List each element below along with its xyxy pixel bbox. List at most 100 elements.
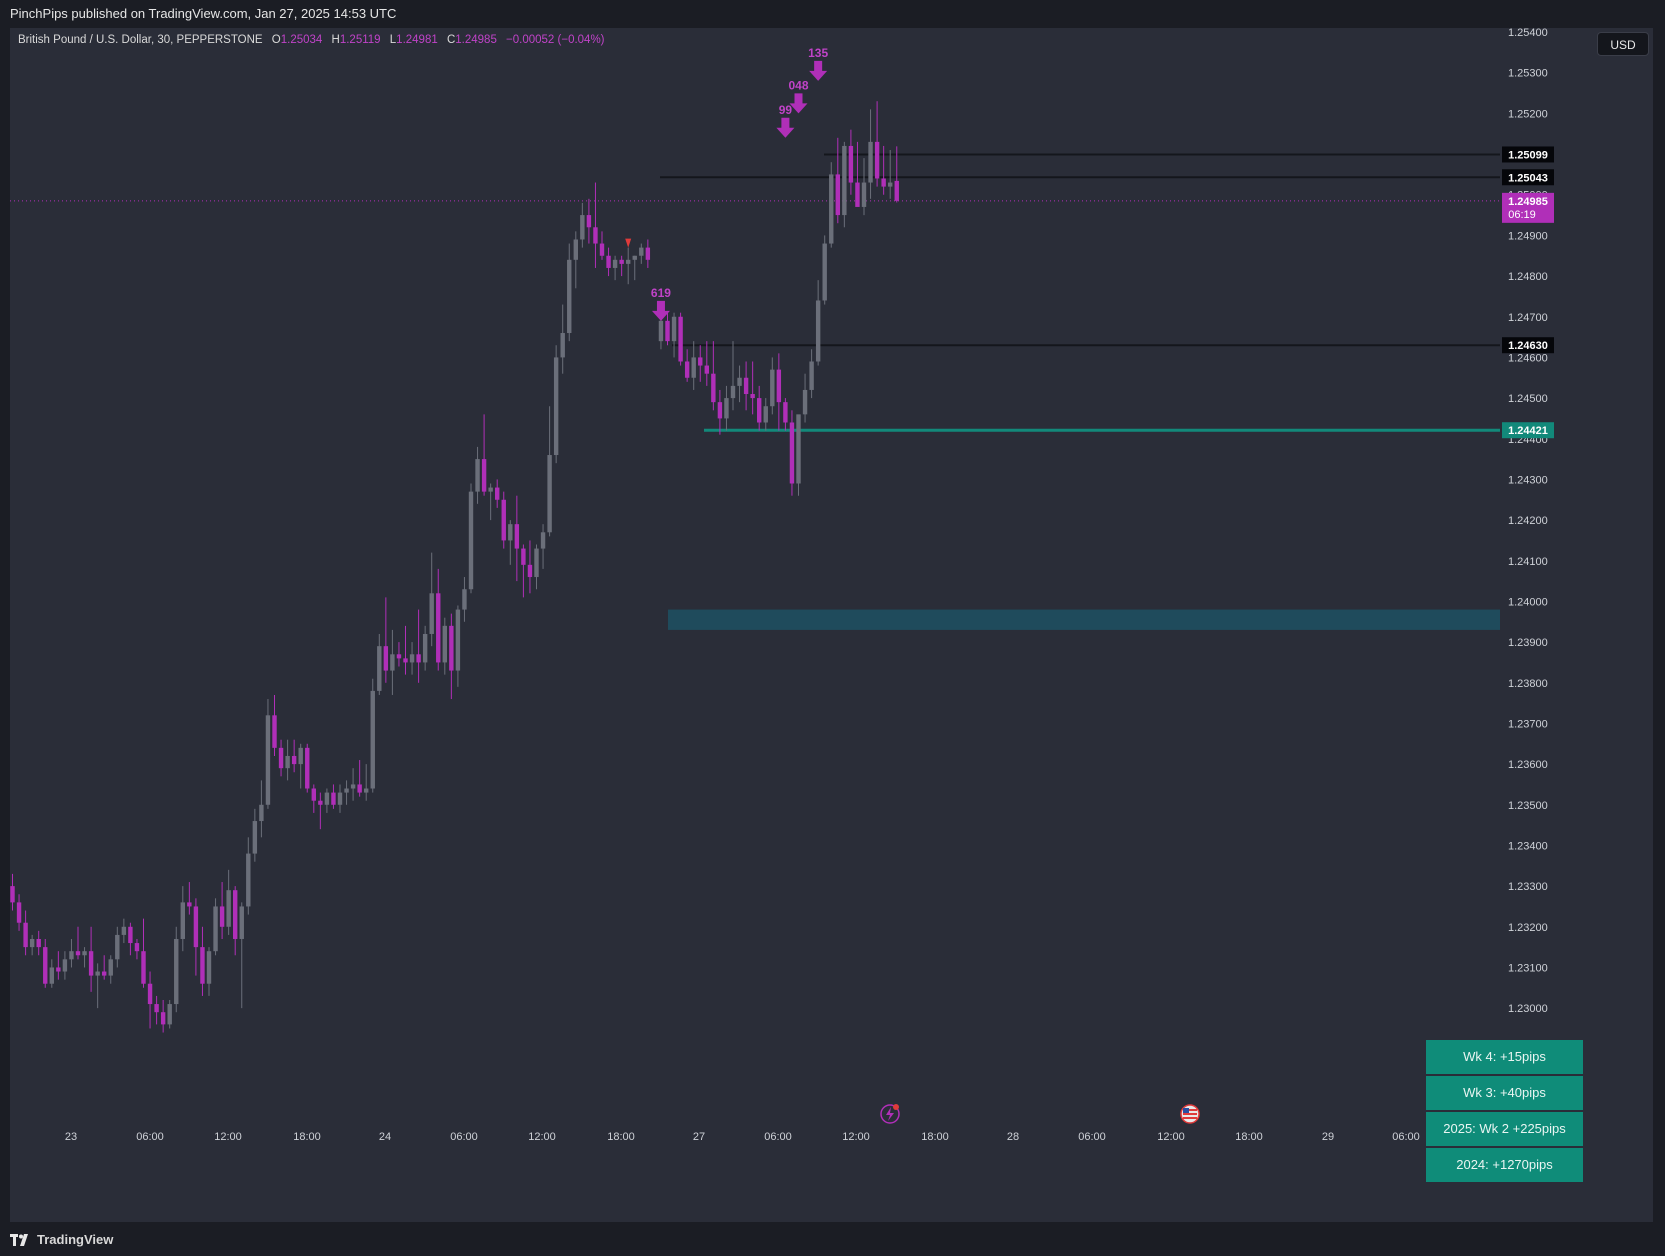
candle-body: [835, 174, 840, 216]
price-tick-label: 1.24800: [1508, 271, 1548, 283]
bar-countdown-label: 06:19: [1508, 209, 1536, 221]
candle-body: [422, 633, 428, 663]
candle-body: [416, 654, 421, 663]
change-value: −0.00052 (−0.04%): [506, 34, 605, 46]
candle-body: [43, 947, 48, 984]
candle-body: [449, 625, 454, 671]
candle-body: [239, 906, 244, 939]
price-tick-label: 1.23200: [1508, 922, 1548, 934]
open-value: 1.25034: [280, 34, 323, 46]
time-tick-label: 23: [65, 1131, 77, 1143]
candle-body: [429, 593, 434, 634]
candle-body: [815, 300, 821, 362]
demand-zone: [668, 609, 1500, 630]
signal-arrow: [789, 93, 808, 114]
candle-body: [698, 357, 703, 366]
candle-body: [868, 141, 873, 183]
candle-body: [711, 373, 716, 403]
candle-body: [586, 215, 592, 228]
candle-body: [619, 259, 624, 264]
price-tick-label: 1.25300: [1508, 68, 1548, 80]
candle-body: [626, 259, 631, 264]
price-tick-label: 1.23600: [1508, 759, 1548, 771]
price-tick-label: 1.24300: [1508, 474, 1548, 486]
candle-body: [684, 361, 690, 378]
price-tick-label: 1.23000: [1508, 1003, 1548, 1015]
price-chart[interactable]: 619990481351.254001.253001.252001.251001…: [10, 28, 1653, 1222]
current-price-badge: [1502, 192, 1554, 223]
pips-stats-box: Wk 4: +15pips Wk 3: +40pips 2025: Wk 2 +…: [1426, 1040, 1583, 1184]
high-label: H: [331, 34, 340, 46]
signal-label: 99: [779, 103, 793, 117]
symbol-legend: British Pound / U.S. Dollar, 30, PEPPERS…: [18, 34, 605, 46]
candle-body: [357, 784, 362, 793]
us-flag-event-icon: [1180, 1104, 1200, 1124]
price-tick-label: 1.23100: [1508, 962, 1548, 974]
time-tick-label: 18:00: [293, 1131, 321, 1143]
candle-body: [599, 243, 605, 256]
close-label: C: [446, 34, 456, 46]
candle-body: [383, 646, 389, 671]
candle-body: [894, 180, 899, 201]
time-tick-label: 06:00: [450, 1131, 478, 1143]
candle-body: [206, 951, 212, 984]
time-tick-label: 18:00: [921, 1131, 949, 1143]
candle-body: [265, 715, 271, 805]
candle-body: [658, 320, 664, 342]
candle-body: [495, 487, 500, 500]
time-tick-label: 12:00: [1157, 1131, 1185, 1143]
candle-body: [370, 690, 375, 789]
candle-body: [305, 747, 310, 789]
candle-body: [180, 902, 185, 939]
candle-body: [822, 243, 827, 301]
candle-body: [488, 487, 493, 492]
candle-body: [49, 967, 54, 984]
symbol-name: British Pound / U.S. Dollar, 30, PEPPERS…: [18, 34, 263, 46]
candle-body: [481, 459, 487, 492]
time-tick-label: 06:00: [1392, 1131, 1420, 1143]
candle-body: [350, 784, 356, 789]
candle-body: [874, 141, 880, 179]
signal-label: 619: [651, 286, 671, 300]
level-price-badge: [1502, 337, 1554, 354]
publisher-bar: PinchPips published on TradingView.com, …: [0, 0, 1665, 28]
candle-body: [737, 377, 742, 386]
level-price-label: 1.25099: [1508, 149, 1548, 161]
candle-body: [344, 788, 349, 793]
signal-arrow: [809, 60, 828, 81]
close-value: 1.24985: [455, 34, 497, 46]
candle-body: [475, 459, 480, 492]
candle-body: [291, 755, 297, 765]
candle-body: [829, 174, 834, 244]
candle-body: [298, 747, 303, 765]
candle-body: [881, 178, 886, 187]
price-tick-label: 1.23700: [1508, 718, 1548, 730]
candle-body: [678, 316, 683, 362]
candle-body: [62, 959, 68, 972]
candle-body: [593, 227, 598, 244]
candle-body: [311, 788, 316, 801]
candle-body: [809, 361, 814, 390]
price-tick-label: 1.25200: [1508, 108, 1548, 120]
level-price-badge: [1502, 146, 1554, 163]
alert-marker: [625, 238, 632, 248]
currency-button[interactable]: USD: [1597, 32, 1649, 56]
candle-body: [364, 788, 369, 793]
candle-body: [128, 926, 133, 944]
candle-body: [233, 890, 238, 939]
candle-body: [108, 959, 113, 976]
candle-body: [213, 906, 218, 952]
stat-row: Wk 4: +15pips: [1426, 1040, 1583, 1074]
level-price-label: 1.24630: [1508, 340, 1548, 352]
candle-body: [147, 983, 153, 1005]
candle-body: [763, 406, 768, 423]
candle-body: [403, 658, 408, 663]
candle-body: [318, 800, 323, 805]
stat-row: 2025: Wk 2 +225pips: [1426, 1112, 1583, 1146]
candle-body: [527, 564, 533, 578]
tradingview-brand[interactable]: TradingView: [10, 1232, 113, 1247]
time-tick-label: 12:00: [842, 1131, 870, 1143]
candle-body: [324, 792, 330, 805]
candle-body: [134, 943, 140, 952]
candle-body: [776, 369, 782, 403]
